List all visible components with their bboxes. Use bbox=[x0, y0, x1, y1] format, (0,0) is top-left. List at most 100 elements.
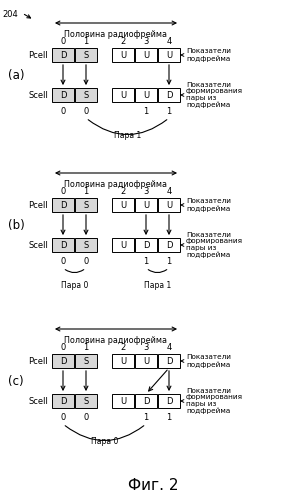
Text: Пара 0: Пара 0 bbox=[91, 437, 118, 446]
Text: (b): (b) bbox=[8, 218, 25, 232]
Bar bbox=[158, 88, 180, 102]
Bar bbox=[158, 238, 180, 252]
Text: U: U bbox=[120, 240, 126, 250]
Text: Pcell: Pcell bbox=[28, 356, 48, 366]
Text: U: U bbox=[143, 200, 149, 209]
Text: S: S bbox=[84, 50, 89, 59]
Text: Scell: Scell bbox=[28, 240, 48, 250]
Bar bbox=[75, 354, 97, 368]
Bar bbox=[52, 394, 74, 408]
Text: Половина радиофрейма: Половина радиофрейма bbox=[64, 180, 168, 189]
Text: 1: 1 bbox=[166, 106, 172, 116]
Bar bbox=[135, 238, 157, 252]
Bar bbox=[135, 88, 157, 102]
Text: D: D bbox=[60, 356, 66, 366]
Text: (a): (a) bbox=[8, 68, 25, 82]
Bar bbox=[135, 394, 157, 408]
Text: 4: 4 bbox=[166, 344, 172, 352]
Text: U: U bbox=[120, 50, 126, 59]
Text: D: D bbox=[60, 90, 66, 100]
Bar bbox=[112, 198, 134, 212]
Bar bbox=[52, 238, 74, 252]
Bar bbox=[158, 394, 180, 408]
Bar bbox=[135, 48, 157, 62]
Text: Показатели
формирования
пары из
подфрейма: Показатели формирования пары из подфрейм… bbox=[186, 82, 243, 108]
Bar bbox=[75, 238, 97, 252]
Bar bbox=[112, 88, 134, 102]
Text: 1: 1 bbox=[166, 412, 172, 422]
Text: D: D bbox=[60, 50, 66, 59]
Text: Пара 1: Пара 1 bbox=[114, 131, 141, 140]
Text: U: U bbox=[166, 200, 172, 209]
Text: 2: 2 bbox=[120, 344, 126, 352]
Text: D: D bbox=[166, 90, 172, 100]
Text: Показатели
подфрейма: Показатели подфрейма bbox=[186, 48, 231, 62]
Text: U: U bbox=[143, 50, 149, 59]
Text: Половина радиофрейма: Половина радиофрейма bbox=[64, 30, 168, 39]
Text: (c): (c) bbox=[8, 374, 24, 388]
Text: 3: 3 bbox=[143, 38, 149, 46]
Text: Показатели
подфрейма: Показатели подфрейма bbox=[186, 198, 231, 211]
Text: D: D bbox=[60, 240, 66, 250]
Text: U: U bbox=[143, 90, 149, 100]
Text: 1: 1 bbox=[143, 106, 149, 116]
Text: 2: 2 bbox=[120, 188, 126, 196]
Bar bbox=[135, 198, 157, 212]
Bar bbox=[158, 354, 180, 368]
Text: 1: 1 bbox=[84, 344, 89, 352]
Text: 0: 0 bbox=[60, 412, 66, 422]
Bar bbox=[158, 48, 180, 62]
Text: Фиг. 2: Фиг. 2 bbox=[128, 478, 178, 494]
Text: D: D bbox=[143, 240, 149, 250]
Text: D: D bbox=[166, 396, 172, 406]
Text: Scell: Scell bbox=[28, 396, 48, 406]
Bar bbox=[75, 198, 97, 212]
Text: D: D bbox=[60, 200, 66, 209]
Text: U: U bbox=[120, 396, 126, 406]
Bar bbox=[52, 198, 74, 212]
Text: 204: 204 bbox=[2, 10, 18, 19]
Text: S: S bbox=[84, 90, 89, 100]
Text: 1: 1 bbox=[143, 412, 149, 422]
Text: 4: 4 bbox=[166, 38, 172, 46]
Bar bbox=[112, 354, 134, 368]
Text: D: D bbox=[143, 396, 149, 406]
Text: 0: 0 bbox=[60, 344, 66, 352]
Text: 0: 0 bbox=[84, 412, 89, 422]
Bar bbox=[75, 48, 97, 62]
Text: Показатели
формирования
пары из
подфрейма: Показатели формирования пары из подфрейм… bbox=[186, 232, 243, 258]
Bar bbox=[112, 238, 134, 252]
Text: Пара 0: Пара 0 bbox=[61, 281, 88, 290]
Bar bbox=[158, 198, 180, 212]
Text: Показатели
формирования
пары из
подфрейма: Показатели формирования пары из подфрейм… bbox=[186, 388, 243, 414]
Text: 0: 0 bbox=[60, 256, 66, 266]
Text: 1: 1 bbox=[166, 256, 172, 266]
Text: S: S bbox=[84, 396, 89, 406]
Text: Scell: Scell bbox=[28, 90, 48, 100]
Text: Пара 1: Пара 1 bbox=[144, 281, 171, 290]
Text: U: U bbox=[166, 50, 172, 59]
Bar bbox=[52, 88, 74, 102]
Text: 0: 0 bbox=[60, 106, 66, 116]
Text: 3: 3 bbox=[143, 344, 149, 352]
Text: 0: 0 bbox=[84, 106, 89, 116]
Text: 1: 1 bbox=[84, 38, 89, 46]
Text: 0: 0 bbox=[60, 38, 66, 46]
Bar bbox=[75, 394, 97, 408]
Text: U: U bbox=[120, 356, 126, 366]
Text: Pcell: Pcell bbox=[28, 200, 48, 209]
Text: U: U bbox=[120, 200, 126, 209]
Text: U: U bbox=[143, 356, 149, 366]
Bar bbox=[52, 354, 74, 368]
Text: 0: 0 bbox=[60, 188, 66, 196]
Text: D: D bbox=[60, 396, 66, 406]
Text: D: D bbox=[166, 356, 172, 366]
Text: 1: 1 bbox=[84, 188, 89, 196]
Bar bbox=[75, 88, 97, 102]
Bar bbox=[135, 354, 157, 368]
Text: S: S bbox=[84, 200, 89, 209]
Text: 4: 4 bbox=[166, 188, 172, 196]
Bar bbox=[112, 394, 134, 408]
Text: U: U bbox=[120, 90, 126, 100]
Text: 2: 2 bbox=[120, 38, 126, 46]
